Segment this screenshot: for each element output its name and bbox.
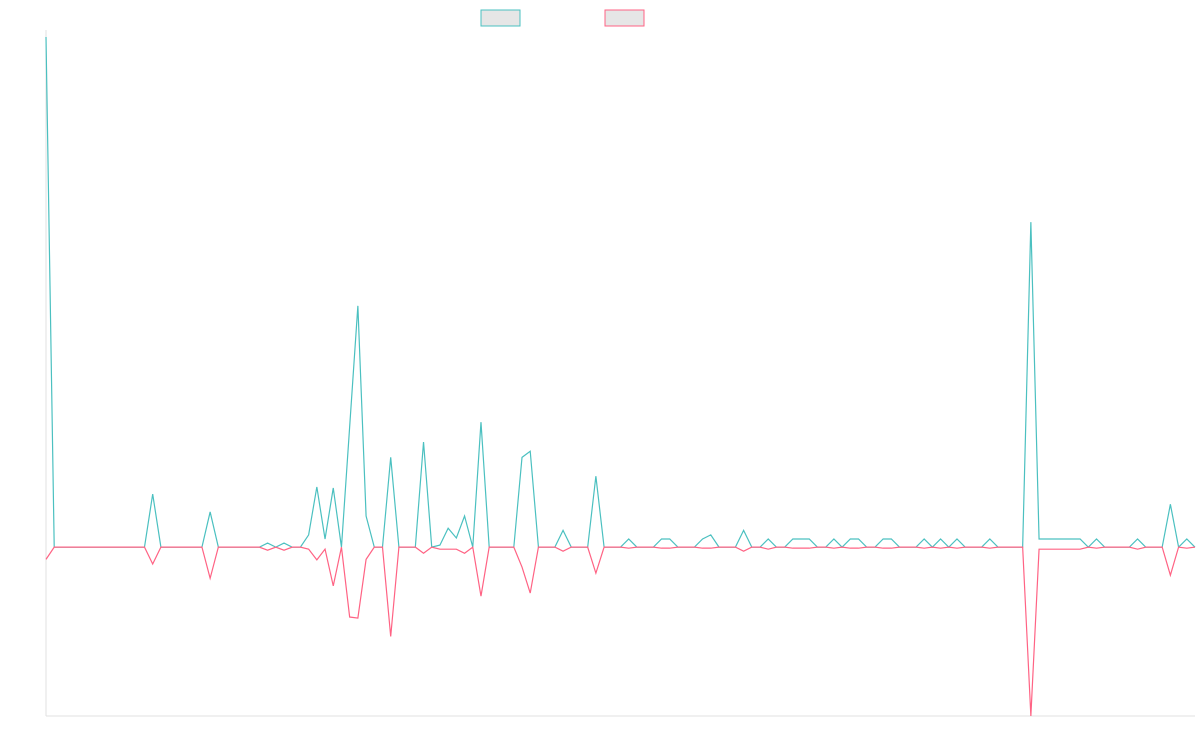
- series-line: [45, 36, 1196, 549]
- legend-swatch: [480, 9, 521, 27]
- series-line: [45, 546, 1196, 717]
- legend-swatch: [604, 9, 645, 27]
